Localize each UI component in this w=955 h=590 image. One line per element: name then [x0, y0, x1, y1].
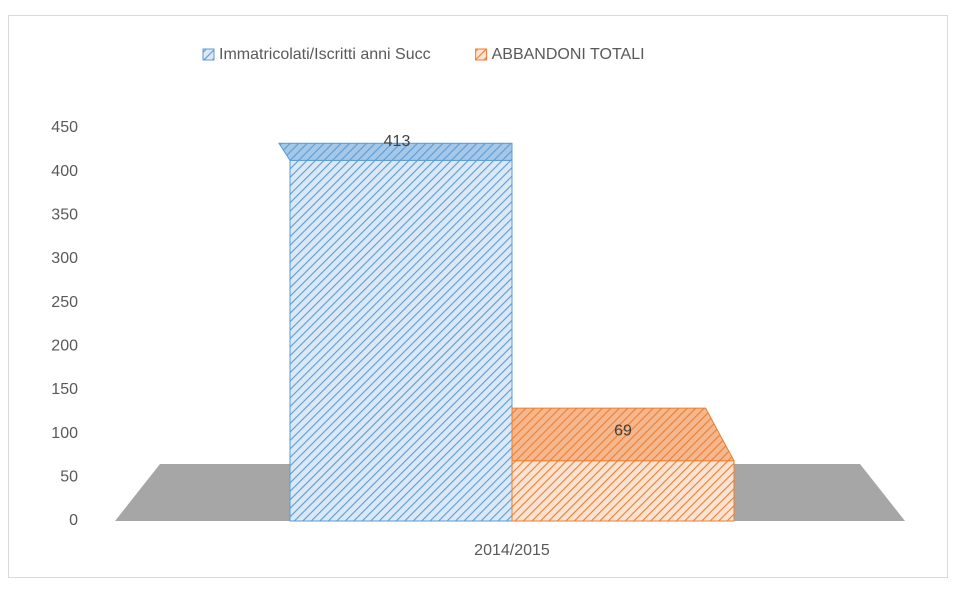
bar: [511, 407, 735, 522]
bar-front: [289, 159, 513, 522]
bar-front: [511, 460, 735, 522]
bar: [278, 142, 513, 522]
y-tick-label: 50: [60, 469, 78, 486]
y-tick-label: 350: [51, 207, 78, 224]
bar-top: [278, 142, 513, 161]
legend-label: ABBANDONI TOTALI: [492, 46, 645, 63]
y-tick-label: 150: [51, 381, 78, 398]
y-tick-label: 250: [51, 294, 78, 311]
legend-swatch: [202, 48, 215, 61]
y-tick-label: 450: [51, 119, 78, 136]
legend-label: Immatricolati/Iscritti anni Succ: [219, 46, 431, 63]
y-tick-label: 200: [51, 338, 78, 355]
x-tick-label: 2014/2015: [474, 542, 550, 559]
data-label: 413: [384, 133, 411, 150]
bar-top: [511, 407, 735, 462]
y-tick-label: 400: [51, 163, 78, 180]
legend-swatch: [475, 48, 488, 61]
data-label: 69: [614, 423, 632, 440]
y-tick-label: 0: [69, 512, 78, 529]
y-tick-label: 100: [51, 425, 78, 442]
y-tick-label: 300: [51, 250, 78, 267]
